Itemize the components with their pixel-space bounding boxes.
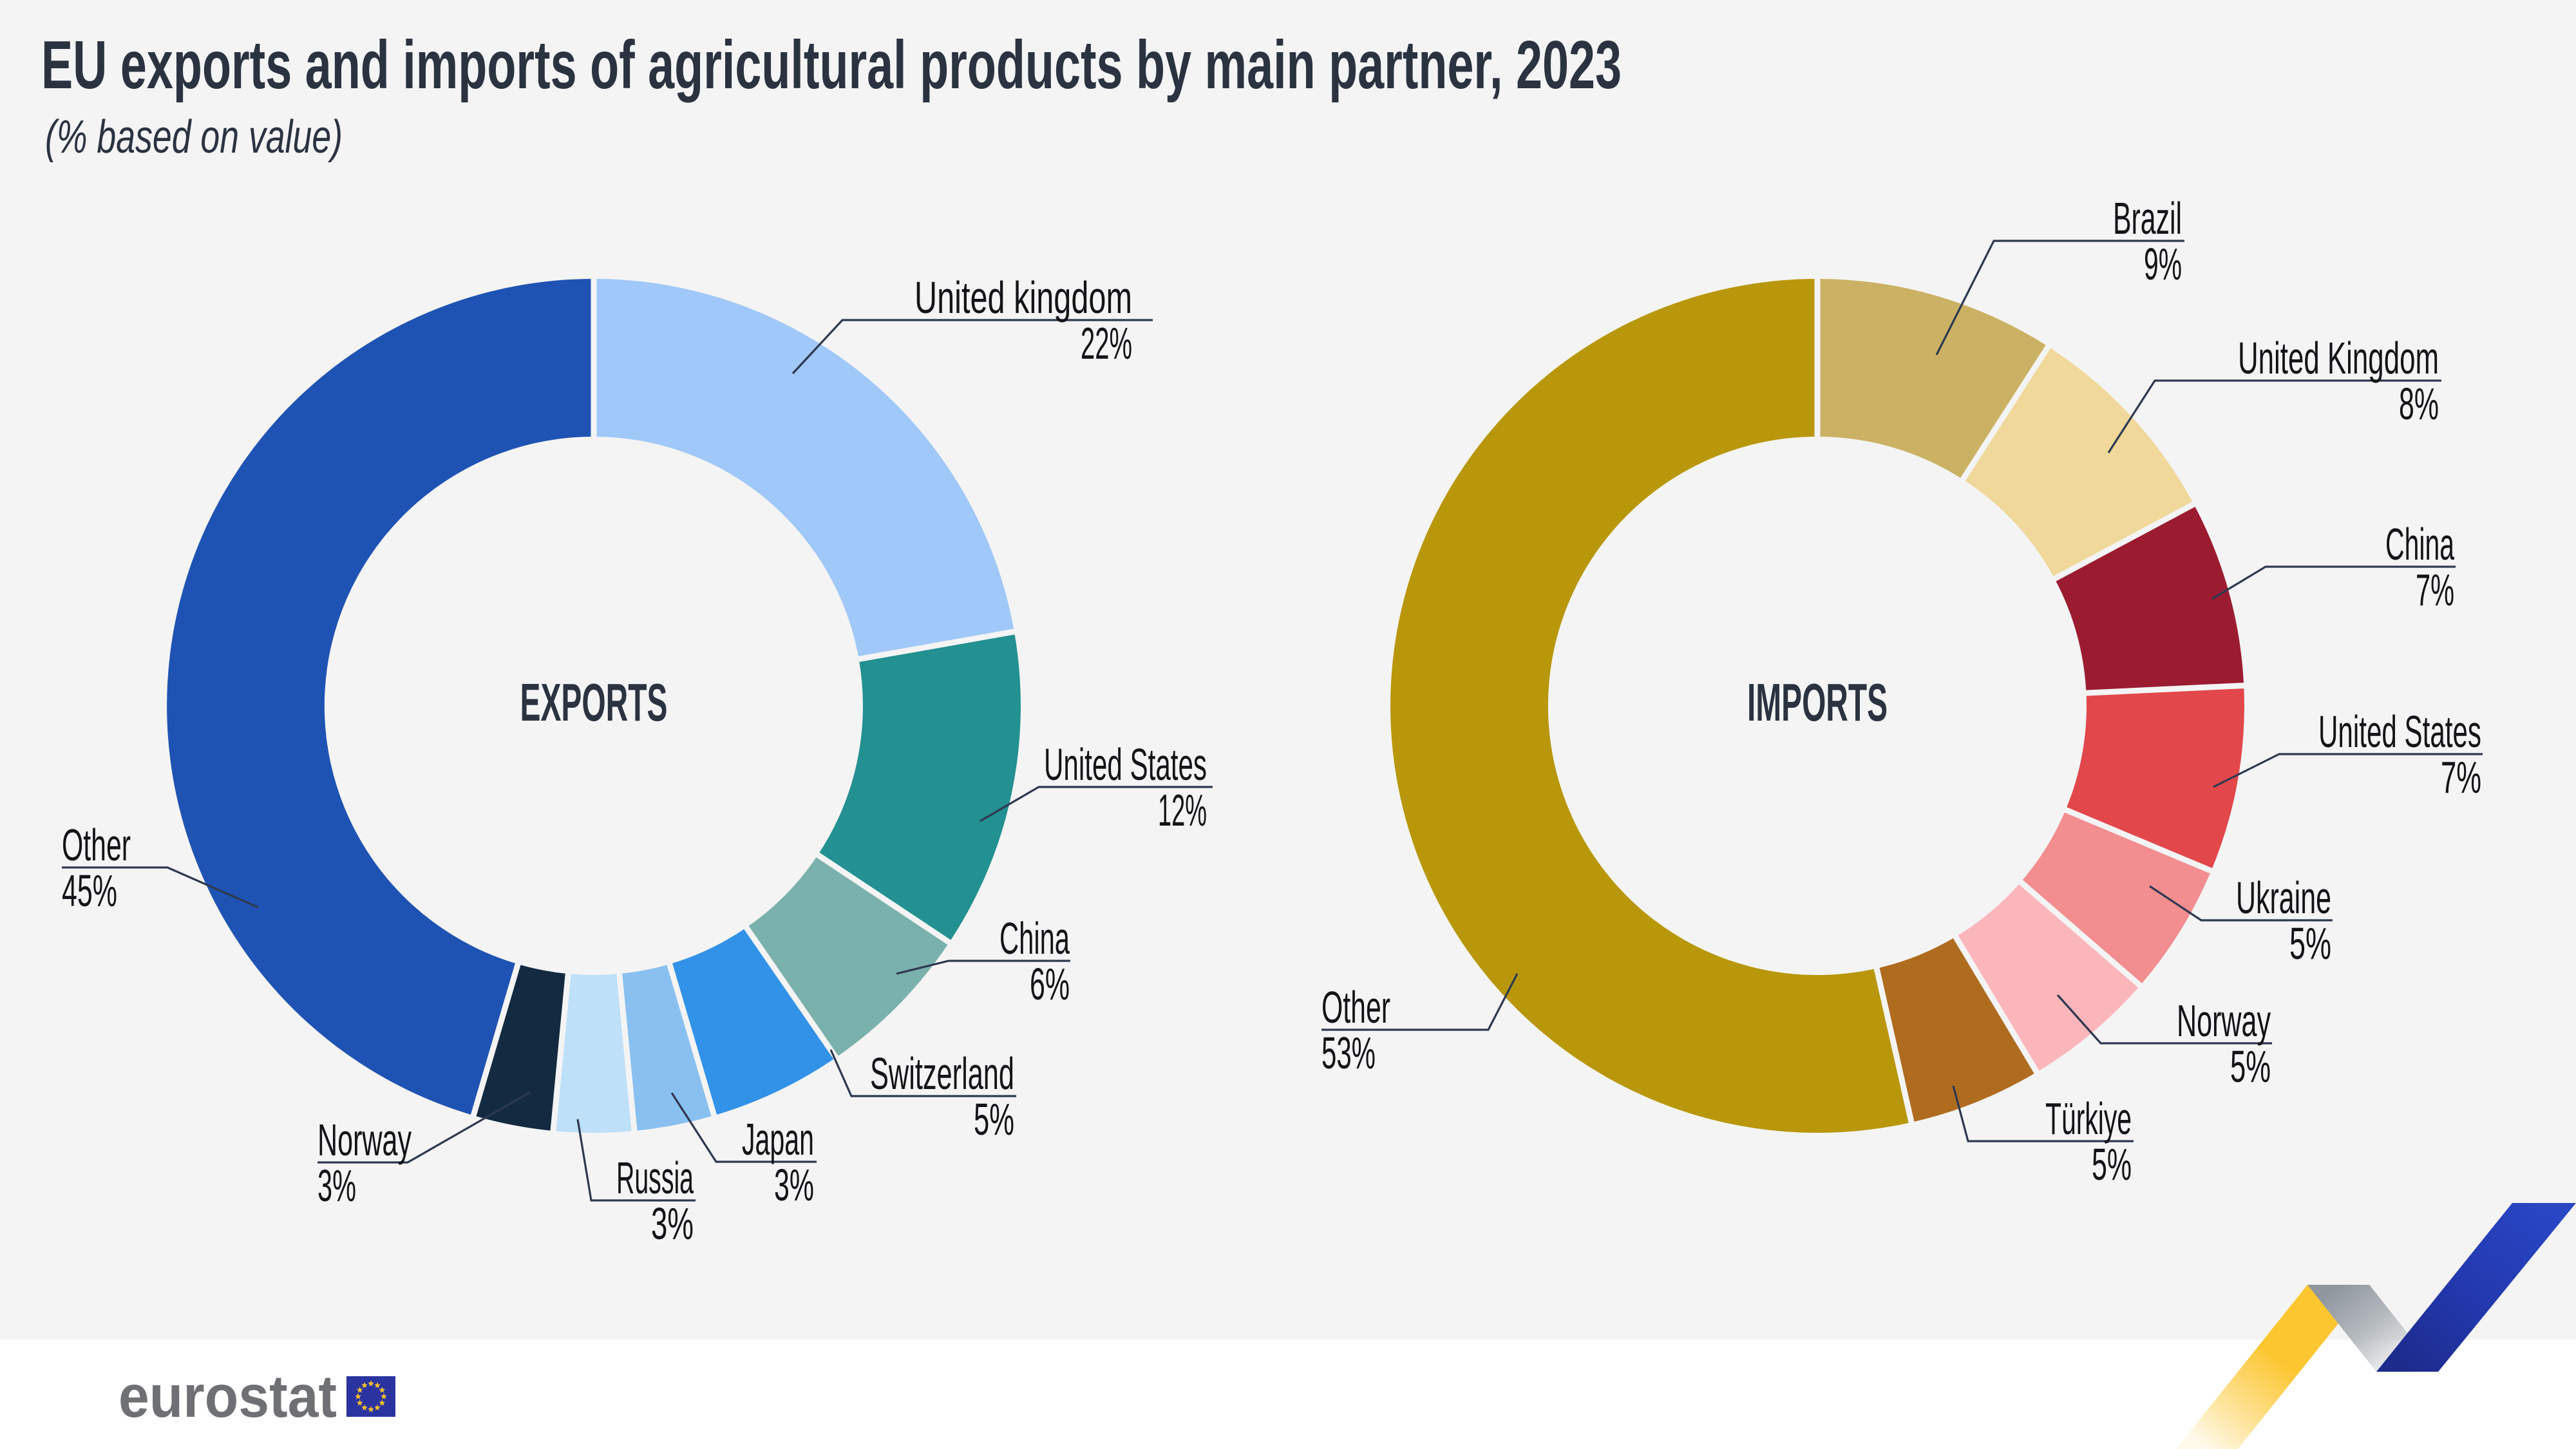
- svg-text:Norway: Norway: [317, 1115, 412, 1165]
- svg-text:IMPORTS: IMPORTS: [1747, 672, 1888, 732]
- svg-text:7%: 7%: [2416, 565, 2454, 615]
- svg-text:Russia: Russia: [616, 1153, 694, 1203]
- svg-text:3%: 3%: [774, 1160, 814, 1210]
- svg-text:8%: 8%: [2399, 379, 2439, 429]
- svg-text:45%: 45%: [62, 866, 117, 916]
- svg-text:China: China: [999, 913, 1070, 963]
- svg-text:53%: 53%: [1321, 1028, 1376, 1078]
- svg-text:Other: Other: [1321, 982, 1390, 1032]
- svg-text:3%: 3%: [651, 1198, 694, 1249]
- svg-text:5%: 5%: [2289, 918, 2331, 969]
- svg-text:9%: 9%: [2144, 239, 2182, 289]
- svg-text:3%: 3%: [317, 1160, 356, 1211]
- svg-text:12%: 12%: [1158, 785, 1207, 835]
- svg-text:United Kingdom: United Kingdom: [2238, 333, 2439, 383]
- svg-text:Japan: Japan: [742, 1114, 814, 1164]
- svg-text:Other: Other: [62, 820, 131, 870]
- svg-text:5%: 5%: [2230, 1041, 2271, 1092]
- svg-text:China: China: [2385, 519, 2454, 569]
- svg-text:United kingdom: United kingdom: [914, 272, 1132, 323]
- svg-text:EU exports and imports of agri: EU exports and imports of agricultural p…: [41, 27, 1622, 103]
- svg-text:Norway: Norway: [2177, 996, 2271, 1046]
- svg-text:eurostat: eurostat: [118, 1363, 337, 1430]
- svg-text:Brazil: Brazil: [2113, 193, 2182, 243]
- svg-text:5%: 5%: [974, 1094, 1014, 1144]
- svg-text:Ukraine: Ukraine: [2236, 873, 2331, 923]
- svg-text:United States: United States: [1044, 739, 1207, 790]
- svg-text:6%: 6%: [1030, 959, 1070, 1009]
- svg-text:Switzerland: Switzerland: [870, 1048, 1014, 1099]
- svg-text:22%: 22%: [1081, 318, 1132, 368]
- svg-text:(% based on value): (% based on value): [45, 111, 343, 163]
- svg-text:Türkiye: Türkiye: [2045, 1094, 2132, 1144]
- svg-text:7%: 7%: [2441, 752, 2481, 802]
- svg-text:United States: United States: [2318, 706, 2481, 757]
- svg-text:5%: 5%: [2092, 1139, 2132, 1189]
- svg-text:EXPORTS: EXPORTS: [520, 672, 668, 732]
